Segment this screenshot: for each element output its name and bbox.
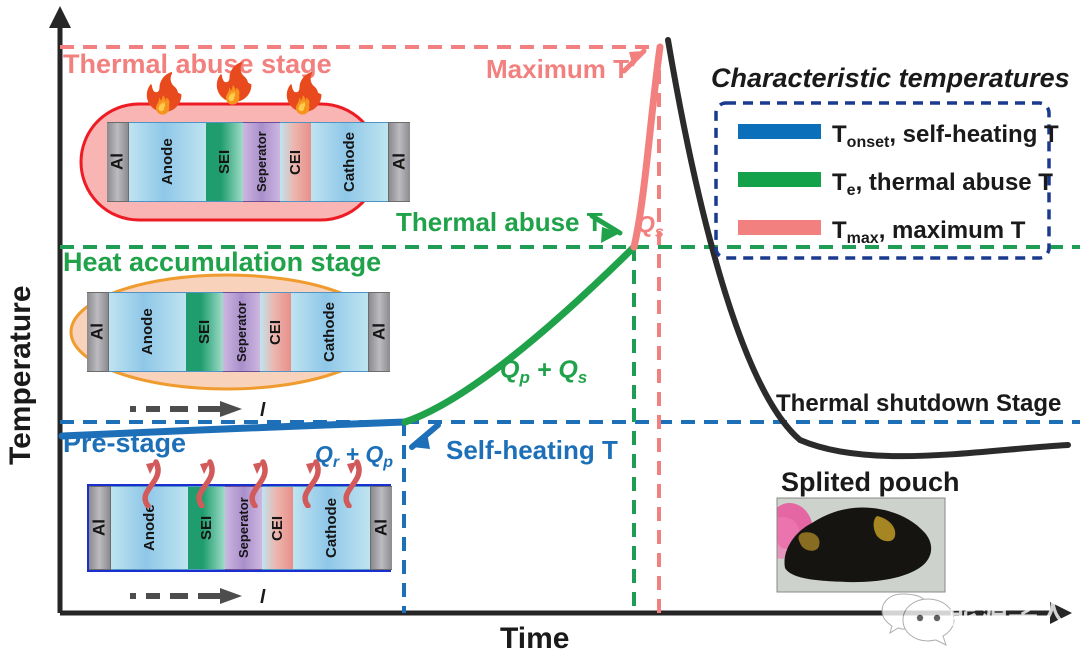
svg-text:Tmax, maximum T: Tmax, maximum T	[832, 217, 1026, 247]
svg-text:Qp + Qs: Qp + Qs	[500, 356, 587, 387]
svg-text:能源学人: 能源学人	[948, 596, 1068, 630]
svg-text:Maximum T: Maximum T	[486, 54, 629, 84]
svg-text:Temperature: Temperature	[4, 285, 37, 465]
svg-text:Splited pouch: Splited pouch	[781, 467, 960, 497]
svg-text:Time: Time	[500, 622, 569, 655]
svg-text:Characteristic temperatures: Characteristic temperatures	[711, 63, 1070, 93]
svg-text:l: l	[260, 587, 266, 606]
svg-text:Te, thermal abuse T: Te, thermal abuse T	[832, 169, 1053, 199]
svg-text:Tonset, self-heating T: Tonset, self-heating T	[832, 121, 1059, 151]
svg-text:Self-heating T: Self-heating T	[446, 435, 618, 465]
svg-text:Thermal abuse T: Thermal abuse T	[396, 207, 603, 237]
svg-text:Thermal shutdown Stage: Thermal shutdown Stage	[776, 390, 1061, 417]
svg-text:l: l	[260, 400, 266, 419]
